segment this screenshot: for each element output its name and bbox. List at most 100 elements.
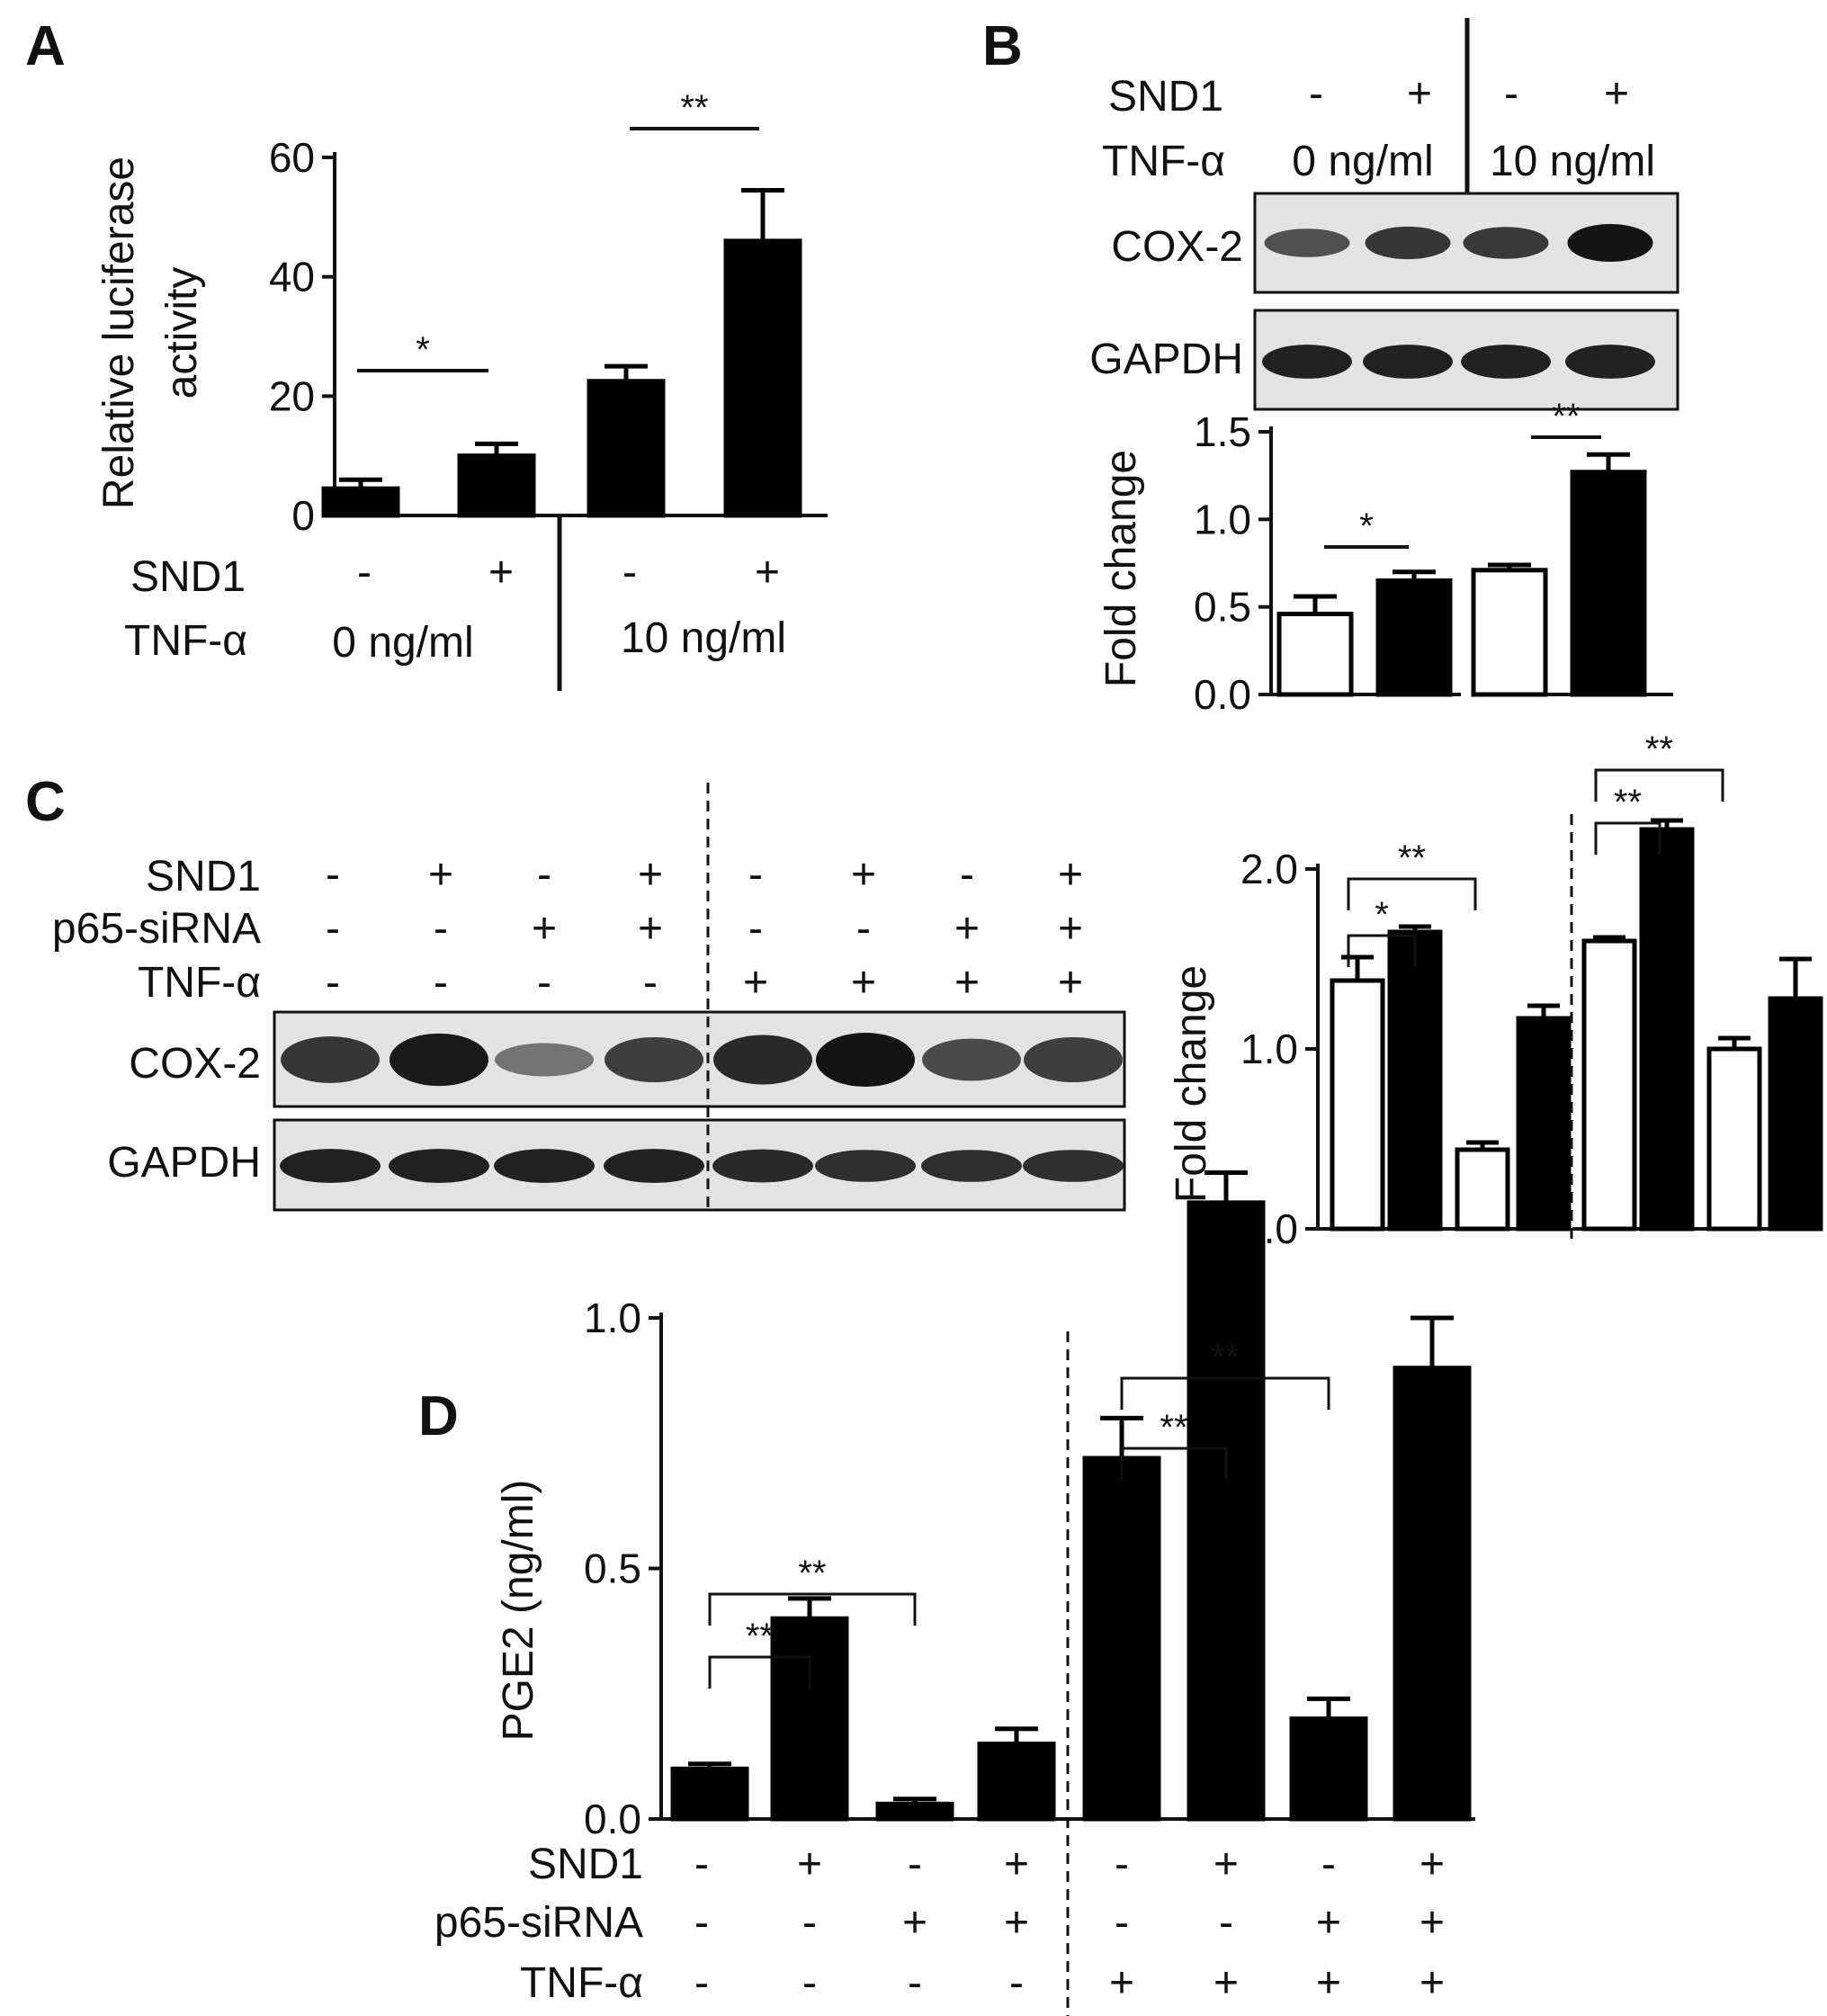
blot-band xyxy=(816,1033,915,1087)
blot-band xyxy=(495,1043,594,1077)
treatment-sign: - xyxy=(748,851,763,899)
treatment-sign: + xyxy=(1004,1899,1029,1947)
treatment-sign: + xyxy=(1004,1841,1029,1888)
bar xyxy=(1639,827,1695,1232)
panel-b-row-gapdh: GAPDH xyxy=(1089,336,1243,383)
panel-d-ylabel: PGE2 (ng/ml) xyxy=(495,1480,542,1742)
treatment-sign: - xyxy=(537,959,551,1007)
panel-d-row-snd1: SND1 xyxy=(528,1841,643,1888)
significance-bracket xyxy=(1347,877,1477,910)
blot-band xyxy=(1565,345,1655,379)
bar xyxy=(977,1741,1056,1822)
bar xyxy=(723,238,802,518)
treatment-sign: + xyxy=(1316,1959,1341,2007)
treatment-sign: + xyxy=(954,959,980,1007)
panel-c-row-cox2: COX-2 xyxy=(129,1040,261,1088)
y-tick-label: 0.5 xyxy=(1194,584,1251,631)
treatment-sign: + xyxy=(428,851,453,899)
treatment-sign: + xyxy=(851,959,876,1007)
panel-d-label: D xyxy=(418,1385,459,1447)
panel-a: A Relative luciferase activity 0204060**… xyxy=(25,15,828,691)
panel-c-row-sirna: p65-siRNA xyxy=(52,905,261,953)
treatment-sign: + xyxy=(851,851,876,899)
panel-b-label: B xyxy=(982,15,1023,77)
significance-label: ** xyxy=(1398,838,1426,878)
treatment-sign: - xyxy=(326,905,340,953)
panel-a-snd1-sign: + xyxy=(755,549,780,596)
treatment-sign: - xyxy=(1321,1841,1336,1888)
bar xyxy=(1276,611,1354,697)
panel-b: B SND1 TNF-α - + - + 0 ng/ml 10 ng/ml CO… xyxy=(982,15,1679,718)
panel-a-row-snd1: SND1 xyxy=(130,553,246,601)
significance-label: ** xyxy=(1645,730,1673,769)
panel-b-gapdh-bands xyxy=(1262,345,1655,379)
blot-band xyxy=(1264,228,1350,257)
treatment-sign: - xyxy=(802,1899,817,1947)
treatment-sign: + xyxy=(1316,1899,1341,1947)
treatment-sign: - xyxy=(694,1841,709,1888)
blot-band xyxy=(1365,226,1451,260)
treatment-sign: - xyxy=(908,1841,922,1888)
bar xyxy=(321,486,400,518)
blot-band xyxy=(922,1038,1021,1081)
panel-d-treatment-signs: - + - + - + - + - - + + - - + + - - - - + + + + xyxy=(694,1841,1445,2007)
treatment-sign: + xyxy=(638,905,663,953)
bar xyxy=(1581,938,1637,1232)
bar xyxy=(1393,1366,1472,1822)
bar xyxy=(1375,578,1453,697)
bar xyxy=(1082,1456,1161,1822)
bar xyxy=(770,1616,849,1822)
blot-band xyxy=(281,1036,380,1083)
y-tick-label: 20 xyxy=(269,372,315,419)
treatment-sign: - xyxy=(1219,1899,1233,1947)
y-tick-label: 0.0 xyxy=(1194,671,1251,718)
significance-label: ** xyxy=(1614,783,1642,822)
significance-bracket xyxy=(708,1655,811,1689)
treatment-sign: + xyxy=(743,959,768,1007)
panel-d-chart: 0.0 0.5 1.0 ** ** ** ** xyxy=(584,1169,1475,2016)
panel-a-ylabel-line2: activity xyxy=(158,267,206,399)
blot-band xyxy=(1024,1036,1123,1083)
panel-c-label: C xyxy=(25,771,66,833)
treatment-sign: + xyxy=(1420,1841,1445,1888)
panel-d-row-tnf: TNF-α xyxy=(520,1959,643,2007)
treatment-sign: + xyxy=(902,1899,927,1947)
treatment-sign: + xyxy=(638,851,663,899)
panel-c-cox2-bands xyxy=(281,1033,1123,1087)
bar xyxy=(875,1801,954,1822)
blot-band xyxy=(280,1149,381,1183)
bar xyxy=(1187,1200,1266,1822)
significance-label: ** xyxy=(746,1617,774,1656)
treatment-sign: - xyxy=(326,851,340,899)
bar xyxy=(1455,1147,1510,1232)
blot-band xyxy=(390,1033,488,1087)
significance-label: * xyxy=(1359,506,1374,546)
panel-b-snd1-sign: - xyxy=(1309,70,1323,118)
blot-band xyxy=(1461,345,1551,379)
panel-c-chart: 0.01.02.0******* xyxy=(1240,730,1823,1252)
bar xyxy=(457,453,536,518)
significance-bracket xyxy=(1120,1376,1330,1410)
y-tick-label: 60 xyxy=(269,134,315,181)
significance-label: ** xyxy=(1552,397,1580,436)
panel-b-ylabel: Fold change xyxy=(1097,450,1145,687)
blot-band xyxy=(712,1149,813,1183)
significance-bracket xyxy=(1594,821,1661,855)
significance-label: * xyxy=(1375,895,1389,935)
blot-band xyxy=(1023,1150,1124,1182)
panel-b-cox2-bands xyxy=(1264,224,1653,262)
treatment-sign: + xyxy=(1214,1959,1239,2007)
treatment-sign: - xyxy=(643,959,658,1007)
treatment-sign: + xyxy=(1058,851,1083,899)
panel-b-conc-zero: 0 ng/ml xyxy=(1292,138,1433,185)
treatment-sign: + xyxy=(1214,1841,1239,1888)
panel-c-row-gapdh: GAPDH xyxy=(107,1139,261,1187)
panel-b-snd1-sign: - xyxy=(1504,70,1518,118)
panel-a-row-tnf: TNF-α xyxy=(124,617,247,665)
treatment-sign: - xyxy=(908,1959,922,2007)
treatment-sign: + xyxy=(1420,1959,1445,2007)
significance-bracket xyxy=(1347,934,1417,967)
treatment-sign: - xyxy=(434,959,448,1007)
